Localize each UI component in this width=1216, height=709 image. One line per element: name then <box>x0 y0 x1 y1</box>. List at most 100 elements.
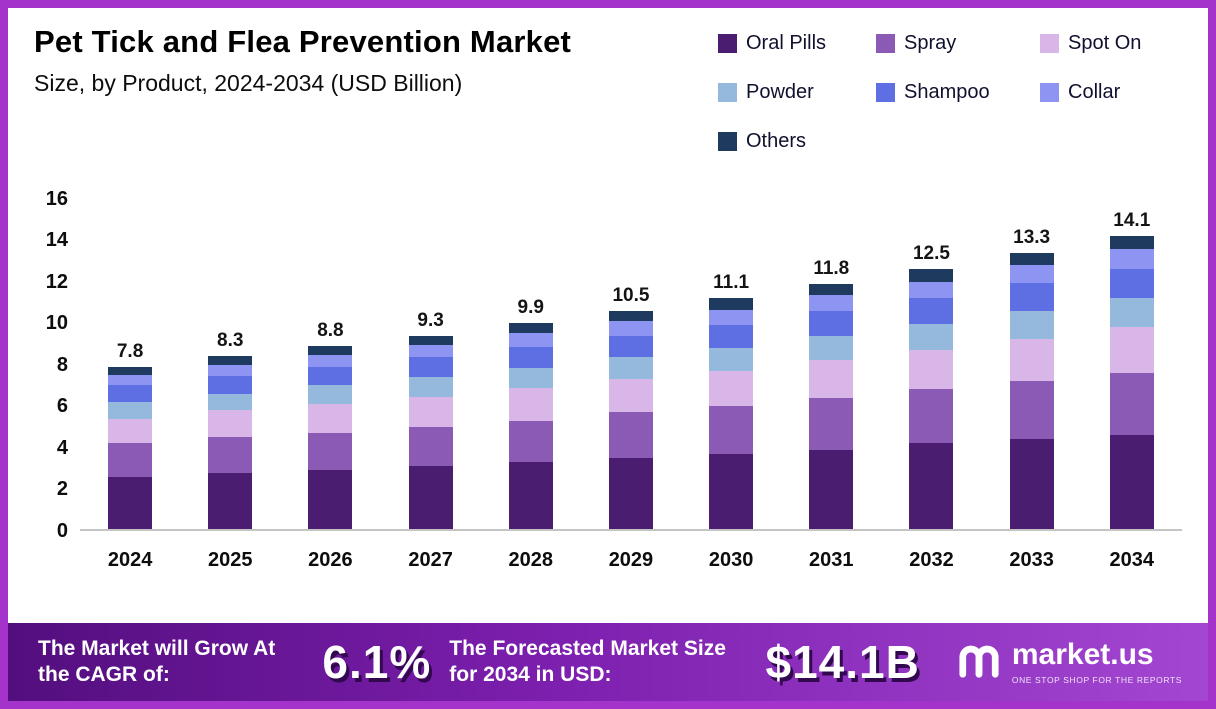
segment-collar <box>308 355 353 367</box>
segment-shampoo <box>809 310 854 336</box>
y-tick-label: 4 <box>56 436 68 459</box>
segment-spray <box>508 420 553 463</box>
bar-stack-2030 <box>709 298 754 529</box>
logo-tagline: One Stop Shop for the Reports <box>1011 674 1182 685</box>
segment-others <box>508 322 553 334</box>
bar-total-label: 12.5 <box>912 243 950 265</box>
segment-collar <box>608 321 653 336</box>
page-subtitle: Size, by Product, 2024-2034 (USD Billion… <box>34 70 463 96</box>
legend-item-spot-on: Spot On <box>1040 32 1180 55</box>
segment-spot-on <box>408 396 453 427</box>
segment-spray <box>308 433 353 471</box>
segment-spray <box>909 389 954 444</box>
segment-shampoo <box>108 385 153 402</box>
legend-swatch <box>876 34 895 53</box>
segment-spot-on <box>508 388 553 421</box>
logo-text-block: market.us One Stop Shop for the Reports <box>1011 639 1182 685</box>
x-axis-label-2025: 2025 <box>208 548 253 571</box>
segment-others <box>408 335 453 345</box>
chart-legend: Oral Pills Spray Spot On Powder Shampoo Colla… <box>718 24 1180 153</box>
segment-shampoo <box>208 376 253 394</box>
bar-total-label: 13.3 <box>1013 226 1051 248</box>
segment-collar <box>208 364 253 377</box>
bar-stack-2033 <box>1009 252 1054 529</box>
bar-column-2028: 9.9 <box>508 297 554 529</box>
bar-total-label: 14.1 <box>1113 209 1151 231</box>
y-axis: 16 14 12 10 8 6 4 2 0 <box>28 188 80 542</box>
segment-shampoo <box>1109 269 1154 299</box>
x-axis-label-2034: 2034 <box>1109 548 1155 571</box>
bar-total-label: 11.1 <box>713 272 750 294</box>
bar-column-2024: 7.8 <box>107 341 153 529</box>
bar-stack-2027 <box>408 335 453 529</box>
segment-others <box>308 345 353 356</box>
bar-stack-2034 <box>1109 235 1154 529</box>
y-tick-label: 12 <box>45 270 68 293</box>
x-axis-label-2028: 2028 <box>508 548 554 571</box>
x-axis-label-2031: 2031 <box>809 548 854 571</box>
legend-label: Oral Pills <box>746 32 827 54</box>
legend-item-shampoo: Shampoo <box>876 81 1034 104</box>
bar-stack-2025 <box>208 356 253 529</box>
header: Pet Tick and Flea Prevention Market Size… <box>8 8 1208 153</box>
segment-powder <box>1009 310 1054 339</box>
legend-item-collar: Collar <box>1040 81 1180 104</box>
legend-item-powder: Powder <box>718 81 870 104</box>
segment-spot-on <box>208 410 253 438</box>
segment-oral-pills <box>608 458 653 529</box>
segment-oral-pills <box>1009 439 1054 529</box>
x-axis-label-2024: 2024 <box>107 548 153 571</box>
segment-spot-on <box>608 379 653 413</box>
y-tick-label: 0 <box>56 519 68 542</box>
x-axis-label-2027: 2027 <box>408 548 453 571</box>
segment-others <box>108 366 153 375</box>
infographic-content: Pet Tick and Flea Prevention Market Size… <box>8 8 1208 701</box>
segment-others <box>809 283 854 296</box>
bar-stack-2028 <box>508 322 553 529</box>
segment-collar <box>408 344 453 358</box>
segment-spot-on <box>108 418 153 444</box>
segment-collar <box>108 374 153 386</box>
bar-column-2030: 11.1 <box>708 272 754 529</box>
x-axis-label-2033: 2033 <box>1009 548 1054 571</box>
segment-others <box>1109 235 1154 250</box>
segment-spray <box>108 443 153 477</box>
segment-others <box>909 269 954 282</box>
plot-wrap: 7.8 8.3 8.8 9.3 9.9 10.5 11.1 11.8 12.5 13.3 14.1 … <box>80 199 1182 572</box>
bar-stack-2029 <box>608 310 653 529</box>
bar-total-label: 9.9 <box>517 296 544 318</box>
segment-oral-pills <box>208 472 253 529</box>
bar-total-label: 8.8 <box>317 319 344 341</box>
bar-column-2033: 13.3 <box>1009 227 1055 529</box>
segment-oral-pills <box>909 443 954 529</box>
segment-spray <box>208 437 253 473</box>
market-us-logo: market.us One Stop Shop for the Reports <box>956 639 1182 686</box>
segment-shampoo <box>909 298 954 325</box>
x-axis-label-2026: 2026 <box>308 548 353 571</box>
segment-spot-on <box>308 404 353 434</box>
segment-powder <box>709 348 754 371</box>
bar-column-2034: 14.1 <box>1109 210 1155 529</box>
segment-shampoo <box>608 335 653 358</box>
legend-label: Spray <box>904 32 957 54</box>
bar-stack-2024 <box>108 366 153 529</box>
bar-stack-2031 <box>809 283 854 529</box>
segment-spot-on <box>1009 338 1054 382</box>
forecast-label: The Forecasted Market Size for 2034 in U… <box>449 636 726 686</box>
segment-oral-pills <box>108 476 153 529</box>
bar-column-2031: 11.8 <box>808 258 854 529</box>
title-block: Pet Tick and Flea Prevention Market Size… <box>34 24 571 153</box>
segment-oral-pills <box>1109 435 1154 529</box>
segment-powder <box>308 385 353 405</box>
segment-shampoo <box>709 325 754 349</box>
segment-spray <box>608 412 653 458</box>
segment-spot-on <box>709 370 754 407</box>
segment-collar <box>508 333 553 347</box>
segment-powder <box>208 393 253 411</box>
segment-oral-pills <box>508 462 553 529</box>
segment-collar <box>909 281 954 299</box>
legend-swatch <box>876 83 895 102</box>
segment-shampoo <box>408 357 453 378</box>
legend-item-oral-pills: Oral Pills <box>718 32 870 55</box>
bar-column-2025: 8.3 <box>207 330 253 529</box>
